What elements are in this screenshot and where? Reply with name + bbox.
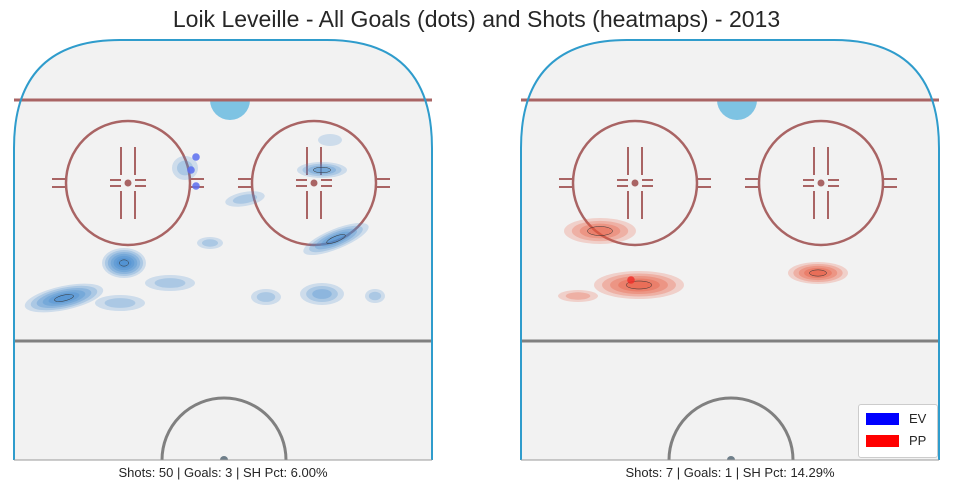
- shot-density-contour: [571, 220, 629, 242]
- shot-density-contour: [564, 218, 636, 244]
- legend-label-ev: EV: [909, 411, 927, 426]
- shot-density-contour: [302, 163, 342, 177]
- faceoff-circle: [571, 119, 699, 247]
- center-dot: [220, 456, 228, 460]
- goal-dot: [192, 182, 200, 190]
- shot-density-contour: [172, 156, 198, 180]
- shot-density-contour: [36, 287, 92, 309]
- faceoff-circle: [250, 119, 378, 247]
- legend-swatch-pp: [866, 434, 899, 447]
- shot-density-contour: [54, 294, 74, 302]
- goal-dot: [192, 153, 200, 161]
- shot-density-contour: [312, 289, 332, 299]
- shot-density-contour: [313, 166, 331, 174]
- rink-surface: [521, 40, 939, 460]
- shot-density-contour: [256, 292, 276, 302]
- shot-density-contour: [154, 278, 186, 288]
- legend-label-pp: PP: [909, 433, 927, 448]
- shot-density-contour: [251, 289, 281, 305]
- shot-density-contour: [24, 283, 104, 313]
- shot-density-contour: [594, 271, 684, 299]
- shot-density-contour: [42, 290, 86, 306]
- faceoff-dot: [310, 179, 318, 187]
- shot-density-contour: [104, 298, 136, 308]
- goal-dot: [627, 276, 635, 284]
- shot-density-contour: [307, 165, 337, 175]
- shot-density-contour: [314, 228, 358, 250]
- center-circle: [160, 396, 288, 461]
- shot-density-contour: [300, 283, 344, 305]
- shot-density-contour: [602, 273, 676, 297]
- boards: [13, 39, 433, 460]
- shot-density-contour: [368, 291, 382, 301]
- shot-density-contour: [558, 290, 598, 302]
- heatmap-ev: [24, 134, 385, 313]
- shot-density-contour: [107, 251, 141, 275]
- center-dot: [727, 456, 735, 460]
- legend-swatch-ev: [866, 412, 899, 425]
- shot-density-contour: [798, 265, 838, 281]
- shot-density-contour: [365, 289, 385, 303]
- caption-pp: Shots: 7 | Goals: 1 | SH Pct: 14.29%: [625, 465, 835, 480]
- shot-density-contour: [110, 253, 138, 273]
- rink-right: [520, 39, 940, 461]
- shot-density-contour: [202, 239, 218, 247]
- shot-density-contour: [804, 267, 832, 279]
- legend: EV PP: [858, 404, 938, 458]
- shot-density-contour: [309, 225, 363, 253]
- center-circle: [667, 396, 795, 461]
- shot-density-contour: [95, 295, 145, 311]
- shot-density-contour: [326, 234, 346, 244]
- rink-surface: [14, 40, 432, 460]
- goal-crease: [717, 100, 757, 120]
- faceoff-circle: [64, 119, 192, 247]
- shot-density-contour: [116, 257, 132, 269]
- boards: [520, 39, 940, 460]
- shot-density-contour: [113, 255, 135, 271]
- shot-density-contour: [197, 237, 223, 249]
- goal-crease: [210, 100, 250, 120]
- faceoff-dot: [124, 179, 132, 187]
- goals-ev: [187, 153, 200, 190]
- shot-density-contour: [318, 134, 342, 146]
- heatmap-pp: [558, 218, 848, 302]
- shot-density-contour: [579, 223, 621, 239]
- caption-ev: Shots: 50 | Goals: 3 | SH Pct: 6.00%: [118, 465, 328, 480]
- chart-title: Loik Leveille - All Goals (dots) and Sho…: [172, 6, 781, 32]
- legend-item-ev: EV: [866, 411, 926, 426]
- shot-density-contour: [303, 222, 369, 256]
- faceoff-circle: [757, 119, 885, 247]
- shot-density-contour: [565, 292, 591, 300]
- rink-left: [13, 39, 433, 461]
- shot-density-contour: [30, 285, 98, 311]
- shot-density-contour: [587, 226, 613, 236]
- shot-density-contour: [119, 259, 129, 267]
- shot-density-contour: [610, 276, 668, 294]
- faceoff-dot: [631, 179, 639, 187]
- shot-density-contour: [225, 191, 265, 207]
- goal-dot: [187, 166, 195, 174]
- shot-density-contour: [320, 231, 352, 247]
- shot-density-contour: [232, 194, 258, 204]
- faceoff-dot: [817, 179, 825, 187]
- shot-density-contour: [297, 162, 347, 178]
- shot-density-contour: [788, 262, 848, 284]
- legend-item-pp: PP: [866, 433, 926, 448]
- shot-density-contour: [145, 275, 195, 291]
- shot-density-contour: [809, 269, 827, 277]
- shot-density-contour: [306, 286, 338, 302]
- shot-density-contour: [102, 248, 146, 278]
- goals-pp: [627, 276, 635, 284]
- shot-density-contour: [104, 249, 144, 277]
- shot-density-contour: [793, 263, 843, 283]
- shot-density-contour: [48, 292, 80, 304]
